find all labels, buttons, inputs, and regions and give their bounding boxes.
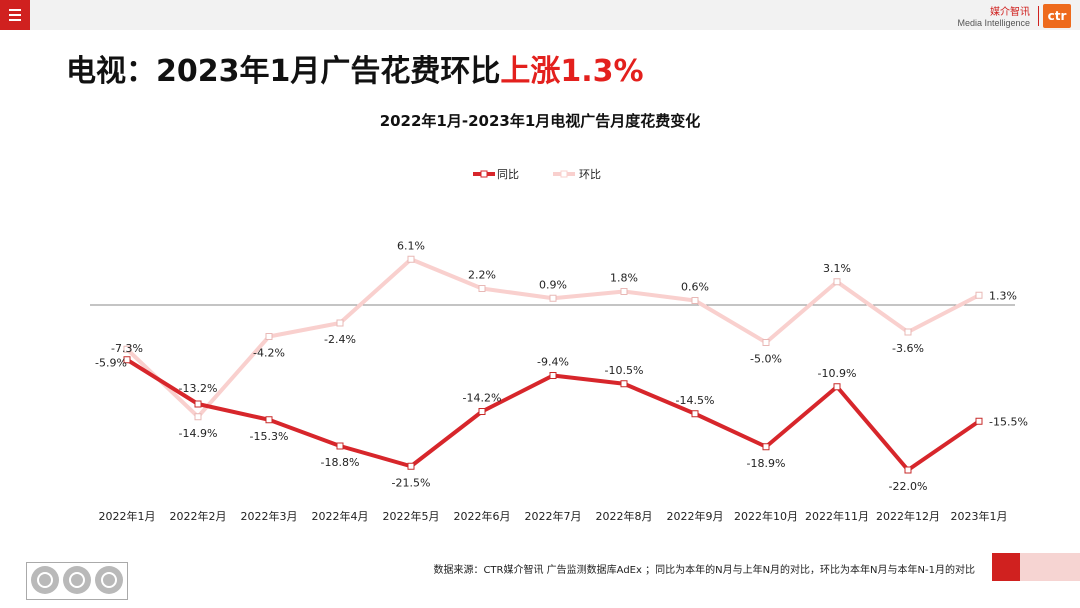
data-point — [407, 462, 415, 470]
data-point — [194, 400, 202, 408]
line-chart: 同比 环比 -7.3% -13.2% -15.3% -18.8% -21.5% -14.2% -… — [90, 168, 1028, 523]
footer-accent-red — [992, 553, 1020, 581]
x-tick-label: 2022年11月 — [805, 509, 869, 523]
data-point — [265, 333, 273, 340]
data-label: -15.5% — [989, 415, 1028, 428]
x-tick-label: 2022年4月 — [312, 509, 369, 523]
certification-badges — [26, 562, 128, 600]
data-point — [336, 319, 344, 327]
data-label: 6.1% — [397, 239, 425, 252]
data-label: -5.0% — [750, 353, 782, 366]
x-tick-label: 2022年5月 — [383, 509, 440, 523]
data-point — [691, 410, 699, 418]
legend-marker — [560, 170, 568, 178]
data-label: -21.5% — [392, 476, 431, 489]
data-point — [549, 372, 557, 379]
legend-marker — [480, 170, 488, 178]
x-tick-label: 2022年2月 — [170, 509, 227, 523]
data-point — [123, 345, 131, 353]
logo-separator — [1038, 6, 1039, 26]
data-label: -5.9% — [95, 356, 127, 369]
x-tick-label: 2022年1月 — [99, 509, 156, 523]
x-tick-label: 2023年1月 — [951, 509, 1008, 523]
sgs-badge-icon — [31, 566, 59, 594]
data-point — [762, 443, 770, 451]
data-point — [265, 416, 273, 424]
top-bar — [0, 0, 1080, 30]
footer-accent-pink — [1020, 553, 1080, 581]
brand-text: 媒介智讯 Media Intelligence — [957, 7, 1030, 29]
ctr-logo: ctr — [1043, 4, 1071, 28]
chart-title: 2022年1月-2023年1月电视广告月度花费变化 — [379, 112, 701, 130]
data-point — [123, 356, 131, 364]
data-point — [904, 466, 912, 474]
page-headline: 电视：2023年1月广告花费环比上涨1.3% — [66, 46, 644, 90]
brand-cn: 媒介智讯 — [990, 7, 1030, 18]
data-label: -14.2% — [463, 392, 502, 405]
data-point — [336, 442, 344, 450]
data-label: -10.5% — [605, 364, 644, 377]
hamburger-menu-icon[interactable] — [0, 0, 30, 30]
data-point — [620, 380, 628, 388]
data-point — [833, 383, 841, 391]
x-tick-label: 2022年6月 — [454, 509, 511, 523]
x-tick-label: 2022年3月 — [241, 509, 298, 523]
brand-en: Media Intelligence — [957, 18, 1030, 28]
legend-label: 同比 — [497, 168, 519, 181]
data-label: -7.3% — [111, 342, 143, 355]
data-label: -14.9% — [179, 427, 218, 440]
data-point — [975, 291, 983, 299]
sgs-badge-icon — [95, 566, 123, 594]
data-label: 0.6% — [681, 281, 709, 294]
data-point — [194, 413, 202, 421]
data-label: -22.0% — [889, 480, 928, 493]
legend-label: 环比 — [579, 168, 601, 181]
data-point — [478, 408, 486, 415]
data-point — [620, 288, 628, 295]
data-label: -15.3% — [250, 430, 289, 443]
data-point — [407, 255, 415, 263]
x-tick-label: 2022年8月 — [596, 509, 653, 523]
x-tick-label: 2022年10月 — [734, 509, 798, 523]
x-tick-label: 2022年7月 — [525, 509, 582, 523]
data-label: 1.8% — [610, 272, 638, 285]
x-tick-label: 2022年9月 — [667, 509, 724, 523]
data-label: -18.8% — [321, 456, 360, 469]
footer-source: 数据来源：CTR媒介智讯 广告监测数据库AdEx ；同比为本年的N月与上年N月的… — [433, 565, 975, 576]
data-point — [904, 328, 912, 336]
data-label: -13.2% — [179, 382, 218, 395]
headline-prefix: 电视：2023年1月广告花费环比 — [66, 54, 501, 89]
data-label: -14.5% — [676, 394, 715, 407]
data-point — [833, 278, 841, 286]
headline-highlight: 上涨1.3% — [500, 54, 644, 89]
data-point — [691, 297, 699, 304]
data-label: 0.9% — [539, 278, 567, 291]
data-label: -18.9% — [747, 457, 786, 470]
sgs-badge-icon — [63, 566, 91, 594]
x-tick-label: 2022年12月 — [876, 509, 940, 523]
data-point — [549, 294, 557, 302]
data-label: -9.4% — [537, 356, 569, 369]
data-label: 3.1% — [823, 262, 851, 275]
data-point — [762, 339, 770, 346]
data-point — [478, 285, 486, 292]
data-label: -10.9% — [818, 367, 857, 380]
data-point — [975, 417, 983, 425]
data-label: -4.2% — [253, 347, 285, 360]
data-label: -2.4% — [324, 333, 356, 346]
data-label: -3.6% — [892, 342, 924, 355]
data-label: 1.3% — [989, 289, 1017, 302]
data-label: 2.2% — [468, 269, 496, 282]
